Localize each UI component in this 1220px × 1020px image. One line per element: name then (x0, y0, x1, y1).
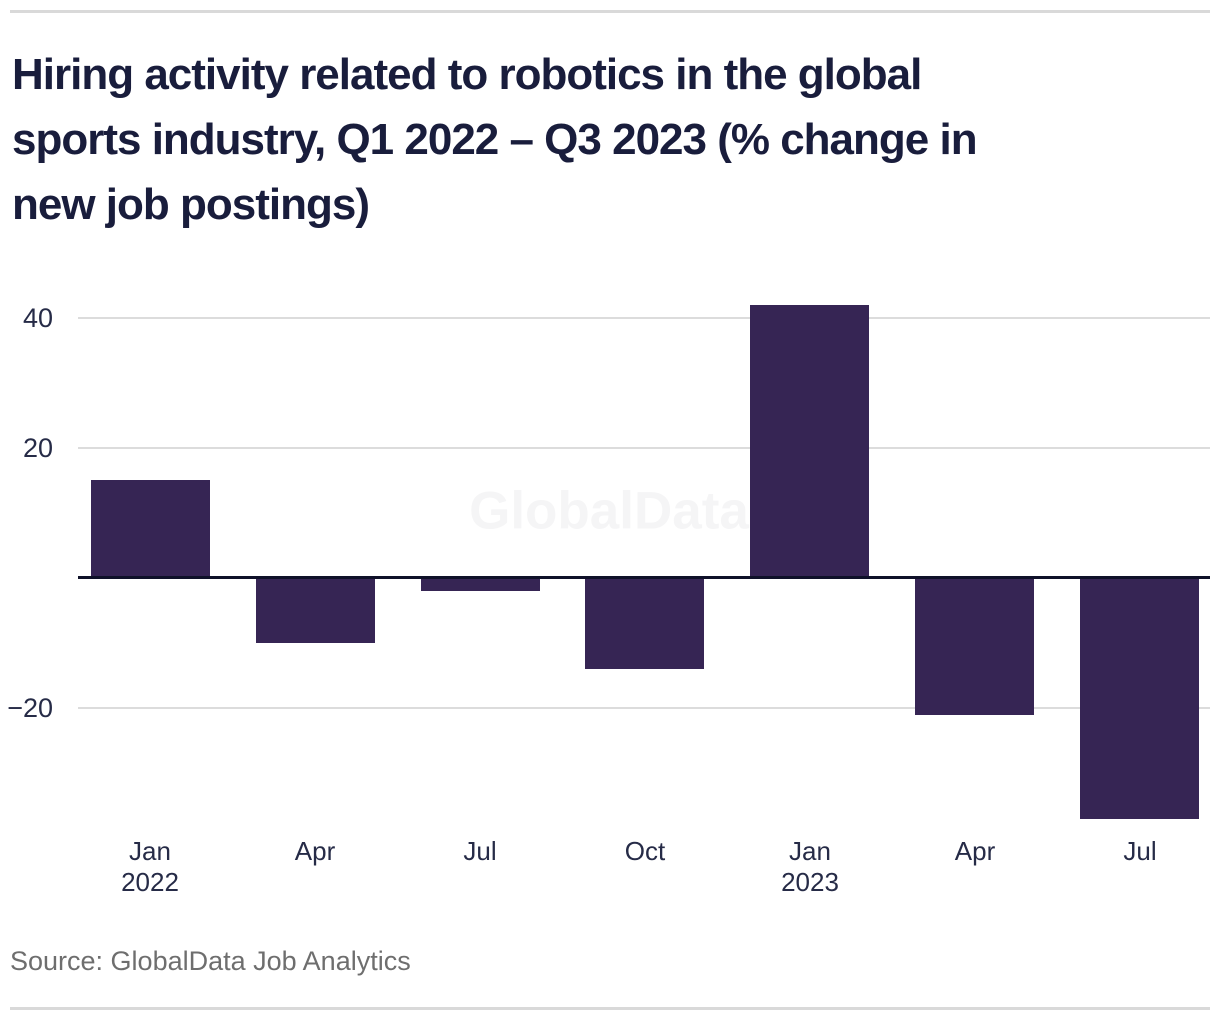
x-axis-tick-label: Apr (245, 836, 385, 867)
x-axis-tick-label: Apr (905, 836, 1045, 867)
x-tick-line: 2022 (121, 867, 179, 897)
bar-jan-2023 (750, 305, 869, 578)
gridline-y40 (78, 317, 1210, 319)
zero-axis-line (78, 576, 1210, 579)
x-axis-tick-label: Jan 2022 (80, 836, 220, 898)
y-axis-tick-label: 40 (22, 303, 53, 333)
title-line-2: sports industry, Q1 2022 – Q3 2023 (% ch… (12, 115, 978, 164)
y-axis-tick-label: −20 (7, 693, 53, 723)
bottom-rule (10, 1007, 1210, 1010)
x-tick-line: 2023 (781, 867, 839, 897)
bar-jul-2023 (1080, 578, 1199, 819)
x-tick-line: Oct (624, 836, 666, 866)
bar-jul-2022 (421, 578, 540, 591)
x-axis-tick-label: Jul (410, 836, 550, 867)
x-tick-line: Jul (1123, 836, 1157, 866)
watermark: GlobalData (469, 481, 749, 541)
bar-apr-2023 (915, 578, 1034, 715)
x-axis-tick-label: Oct (575, 836, 715, 867)
gridline-y-20 (78, 707, 1210, 709)
x-axis-tick-label: Jan 2023 (740, 836, 880, 898)
bar-oct-2022 (585, 578, 704, 669)
top-rule (10, 10, 1210, 13)
x-tick-line: Apr (954, 836, 996, 866)
x-tick-line: Jan (789, 836, 831, 866)
bar-apr-2022 (256, 578, 375, 643)
x-tick-line: Jan (129, 836, 171, 866)
x-axis-tick-label: Jul (1070, 836, 1210, 867)
bar-jan-2022 (91, 480, 210, 578)
x-tick-line: Apr (294, 836, 336, 866)
x-tick-line: Jul (463, 836, 497, 866)
page-title: Hiring activity related to robotics in t… (12, 42, 1202, 237)
title-line-3: new job postings) (12, 180, 370, 229)
gridline-y20 (78, 447, 1210, 449)
y-axis-tick-label: 20 (22, 433, 53, 463)
title-line-1: Hiring activity related to robotics in t… (12, 50, 922, 99)
source-note: Source: GlobalData Job Analytics (10, 946, 411, 976)
